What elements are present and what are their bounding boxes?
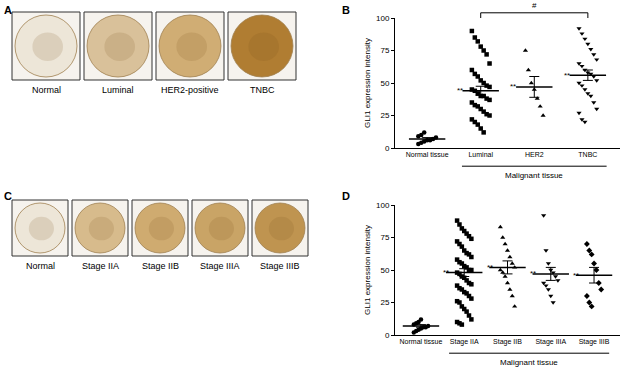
svg-text:Stage IIB: Stage IIB <box>493 338 522 346</box>
svg-text:**: ** <box>530 269 536 278</box>
svg-text:0: 0 <box>385 144 390 153</box>
svg-text:#: # <box>532 1 537 10</box>
svg-text:Stage IIIA: Stage IIIA <box>200 261 240 271</box>
svg-text:TNBC: TNBC <box>250 85 275 95</box>
svg-text:GLI1 expression intensity: GLI1 expression intensity <box>363 225 372 315</box>
svg-text:50: 50 <box>380 79 389 88</box>
svg-text:Normal tissue: Normal tissue <box>406 151 449 158</box>
svg-text:**: ** <box>564 71 570 80</box>
svg-text:**: ** <box>487 263 493 272</box>
svg-text:Malignant tissue: Malignant tissue <box>505 171 563 180</box>
svg-text:Normal: Normal <box>26 261 55 271</box>
svg-text:HER2: HER2 <box>525 151 544 158</box>
svg-text:100: 100 <box>376 14 390 23</box>
svg-text:**: ** <box>457 86 463 95</box>
svg-text:HER2-positive: HER2-positive <box>161 85 219 95</box>
svg-text:50: 50 <box>380 266 389 275</box>
svg-text:Stage IIA: Stage IIA <box>82 261 119 271</box>
svg-text:Malignant tissue: Malignant tissue <box>500 358 558 367</box>
svg-text:**: ** <box>573 271 579 280</box>
svg-text:A: A <box>4 4 12 16</box>
svg-text:Stage IIB: Stage IIB <box>142 261 179 271</box>
svg-text:**: ** <box>443 268 449 277</box>
svg-text:Stage IIIB: Stage IIIB <box>579 338 610 346</box>
svg-text:75: 75 <box>380 233 389 242</box>
svg-text:Normal tissue: Normal tissue <box>400 338 443 345</box>
svg-text:Normal: Normal <box>32 85 61 95</box>
svg-text:25: 25 <box>380 111 389 120</box>
svg-text:B: B <box>342 4 350 16</box>
svg-text:Stage IIIA: Stage IIIA <box>535 338 566 346</box>
svg-text:75: 75 <box>380 46 389 55</box>
svg-text:Stage IIA: Stage IIA <box>450 338 479 346</box>
svg-text:D: D <box>342 190 350 202</box>
svg-text:0: 0 <box>385 331 390 340</box>
svg-text:GLI1 expression intensity: GLI1 expression intensity <box>363 38 372 128</box>
svg-text:Luminal: Luminal <box>468 151 493 158</box>
svg-text:C: C <box>4 190 12 202</box>
svg-text:TNBC: TNBC <box>578 151 597 158</box>
svg-text:25: 25 <box>380 298 389 307</box>
svg-text:Luminal: Luminal <box>102 85 134 95</box>
svg-text:100: 100 <box>376 201 390 210</box>
svg-text:Stage IIIB: Stage IIIB <box>260 261 300 271</box>
svg-text:**: ** <box>510 82 516 91</box>
